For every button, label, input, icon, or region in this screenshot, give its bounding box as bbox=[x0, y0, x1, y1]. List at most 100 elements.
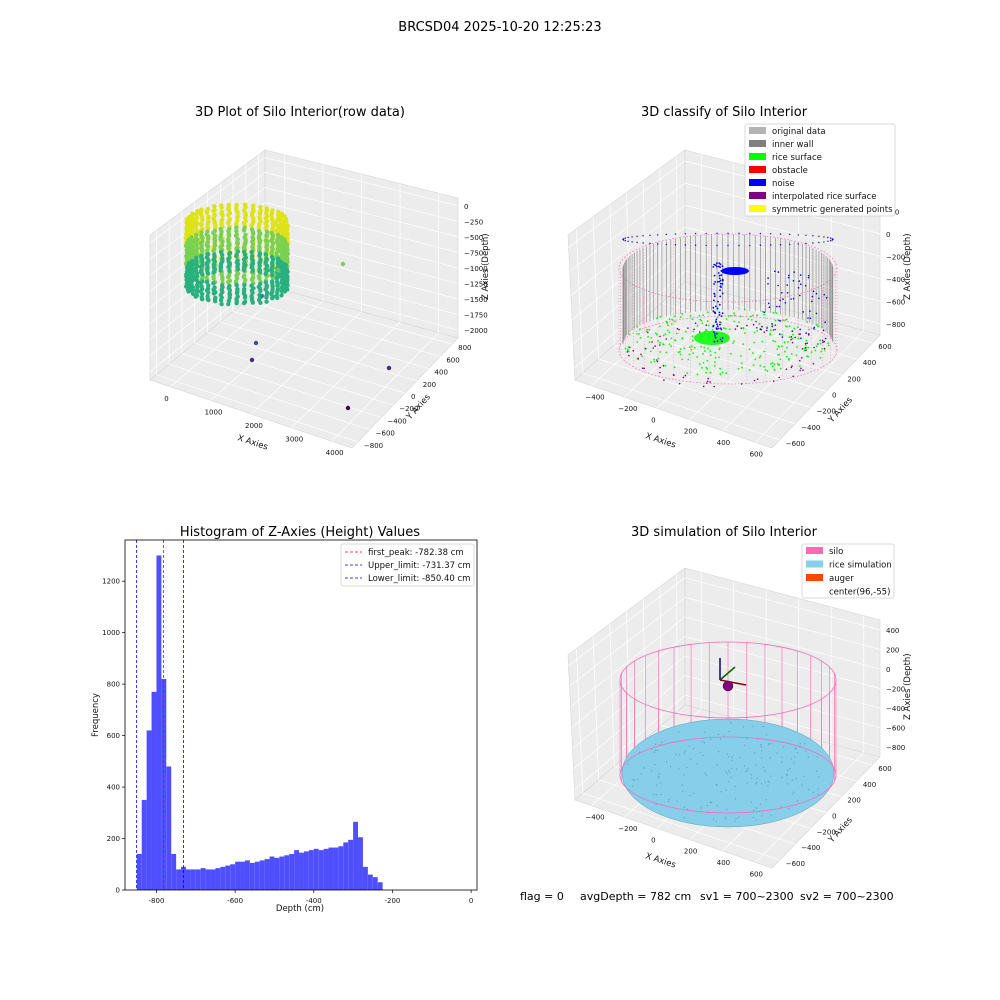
tick-z: −600 bbox=[886, 725, 905, 733]
noise-column-point bbox=[718, 303, 721, 306]
rice-simulation-point bbox=[710, 738, 712, 740]
raw-point bbox=[200, 217, 205, 222]
tick-y: 800 bbox=[458, 344, 471, 352]
raw-point bbox=[265, 268, 270, 273]
rice-surface-point bbox=[806, 321, 809, 323]
gridline-y bbox=[156, 374, 358, 443]
gridline-z bbox=[684, 597, 881, 650]
rice-surface-point bbox=[696, 373, 699, 376]
raw-point bbox=[212, 204, 217, 209]
noise-scatter-point bbox=[791, 330, 794, 333]
rice-simulation-point bbox=[725, 818, 727, 820]
gridline-y bbox=[598, 358, 796, 425]
raw-point bbox=[275, 283, 280, 288]
noise-top-point bbox=[705, 232, 707, 235]
rice-surface-point bbox=[819, 357, 822, 359]
rice-surface-point bbox=[759, 364, 762, 367]
rice-simulation-point bbox=[746, 782, 748, 784]
raw-point bbox=[226, 212, 231, 218]
noise-column-point bbox=[716, 307, 719, 310]
rice-surface-point bbox=[733, 320, 736, 323]
rice-surface-point bbox=[750, 315, 752, 318]
raw-outlier-point bbox=[249, 357, 255, 363]
interpolated-point bbox=[678, 328, 680, 331]
rice-surface-point bbox=[674, 320, 676, 323]
rice-surface-cluster bbox=[694, 331, 730, 345]
rice-surface-point bbox=[696, 356, 699, 358]
raw-point bbox=[284, 281, 290, 286]
gridline-y-wall bbox=[676, 156, 678, 290]
raw-point bbox=[213, 299, 218, 304]
rice-surface-point bbox=[702, 362, 705, 364]
noise-scatter-point bbox=[807, 274, 810, 277]
rice-surface-point bbox=[659, 316, 662, 318]
rice-simulation-point bbox=[746, 737, 748, 740]
noise-top-point bbox=[694, 232, 697, 235]
raw-point bbox=[211, 291, 217, 296]
rice-surface-point bbox=[721, 371, 724, 374]
noise-scatter-point bbox=[822, 329, 825, 332]
rice-surface-point bbox=[659, 341, 661, 344]
raw-point bbox=[227, 288, 232, 293]
interpolated-point bbox=[684, 374, 687, 377]
rice-surface-point bbox=[656, 317, 658, 319]
rice-surface-point bbox=[742, 343, 744, 346]
raw-point bbox=[270, 240, 276, 246]
rice-simulation-point bbox=[765, 734, 768, 736]
raw-point bbox=[235, 215, 240, 220]
raw-point bbox=[198, 264, 203, 269]
gridline-z-left bbox=[572, 655, 686, 749]
hist-bar bbox=[333, 847, 339, 890]
rice-simulation-point bbox=[760, 744, 762, 746]
rice-simulation-point bbox=[761, 815, 763, 817]
rice-simulation-point bbox=[745, 770, 747, 772]
rice-surface-point bbox=[668, 331, 671, 334]
rice-simulation-point bbox=[793, 791, 795, 793]
rice-simulation-point bbox=[769, 757, 771, 759]
hist-bar bbox=[171, 853, 177, 890]
tick-x: 200 bbox=[684, 848, 697, 856]
rice-simulation-point bbox=[643, 767, 645, 769]
rice-surface-point bbox=[662, 343, 664, 345]
interpolated-point bbox=[756, 327, 758, 329]
rice-simulation-point bbox=[801, 784, 803, 786]
rice-surface-point bbox=[664, 364, 667, 367]
noise-scatter-point bbox=[786, 292, 789, 294]
raw-outlier-point bbox=[345, 405, 351, 411]
interpolated-point bbox=[640, 353, 642, 356]
noise-column-point bbox=[721, 279, 724, 282]
rice-surface-point bbox=[670, 337, 673, 340]
noise-top-point bbox=[636, 235, 638, 237]
rice-surface-point bbox=[753, 331, 756, 334]
rice-surface-point bbox=[668, 318, 671, 320]
gridline-y bbox=[582, 372, 780, 441]
raw-point bbox=[257, 269, 263, 274]
noise-column-point bbox=[712, 324, 715, 327]
rice-simulation-point bbox=[726, 773, 729, 775]
hist-bar bbox=[254, 861, 260, 890]
noise-column-point bbox=[717, 272, 720, 274]
rice-surface-point bbox=[645, 330, 648, 333]
panel3-legend: first_peak: -782.38 cm Upper_limit: -731.… bbox=[340, 543, 475, 587]
panel1-gridlines bbox=[149, 154, 459, 443]
rice-simulation-point bbox=[769, 775, 772, 777]
rice-surface-point bbox=[766, 370, 769, 372]
legend-swatch bbox=[806, 547, 823, 554]
rice-surface-point bbox=[679, 348, 682, 350]
noise-column-point bbox=[718, 311, 721, 314]
noise-top-point bbox=[823, 236, 825, 238]
rice-surface-point bbox=[706, 311, 709, 314]
gridline-y bbox=[614, 344, 811, 408]
raw-point bbox=[257, 222, 262, 227]
raw-point bbox=[264, 247, 270, 252]
tick-y: −400 bbox=[387, 417, 406, 425]
raw-point bbox=[279, 293, 284, 298]
hist-ytick-label: 1200 bbox=[102, 578, 120, 586]
noise-scatter-point bbox=[804, 284, 807, 287]
legend-frame bbox=[744, 123, 896, 217]
rice-surface-point bbox=[707, 324, 710, 327]
rice-surface-point bbox=[698, 314, 701, 317]
interpolated-point bbox=[778, 376, 780, 379]
rice-simulation-point bbox=[650, 770, 653, 772]
raw-point bbox=[189, 263, 194, 268]
